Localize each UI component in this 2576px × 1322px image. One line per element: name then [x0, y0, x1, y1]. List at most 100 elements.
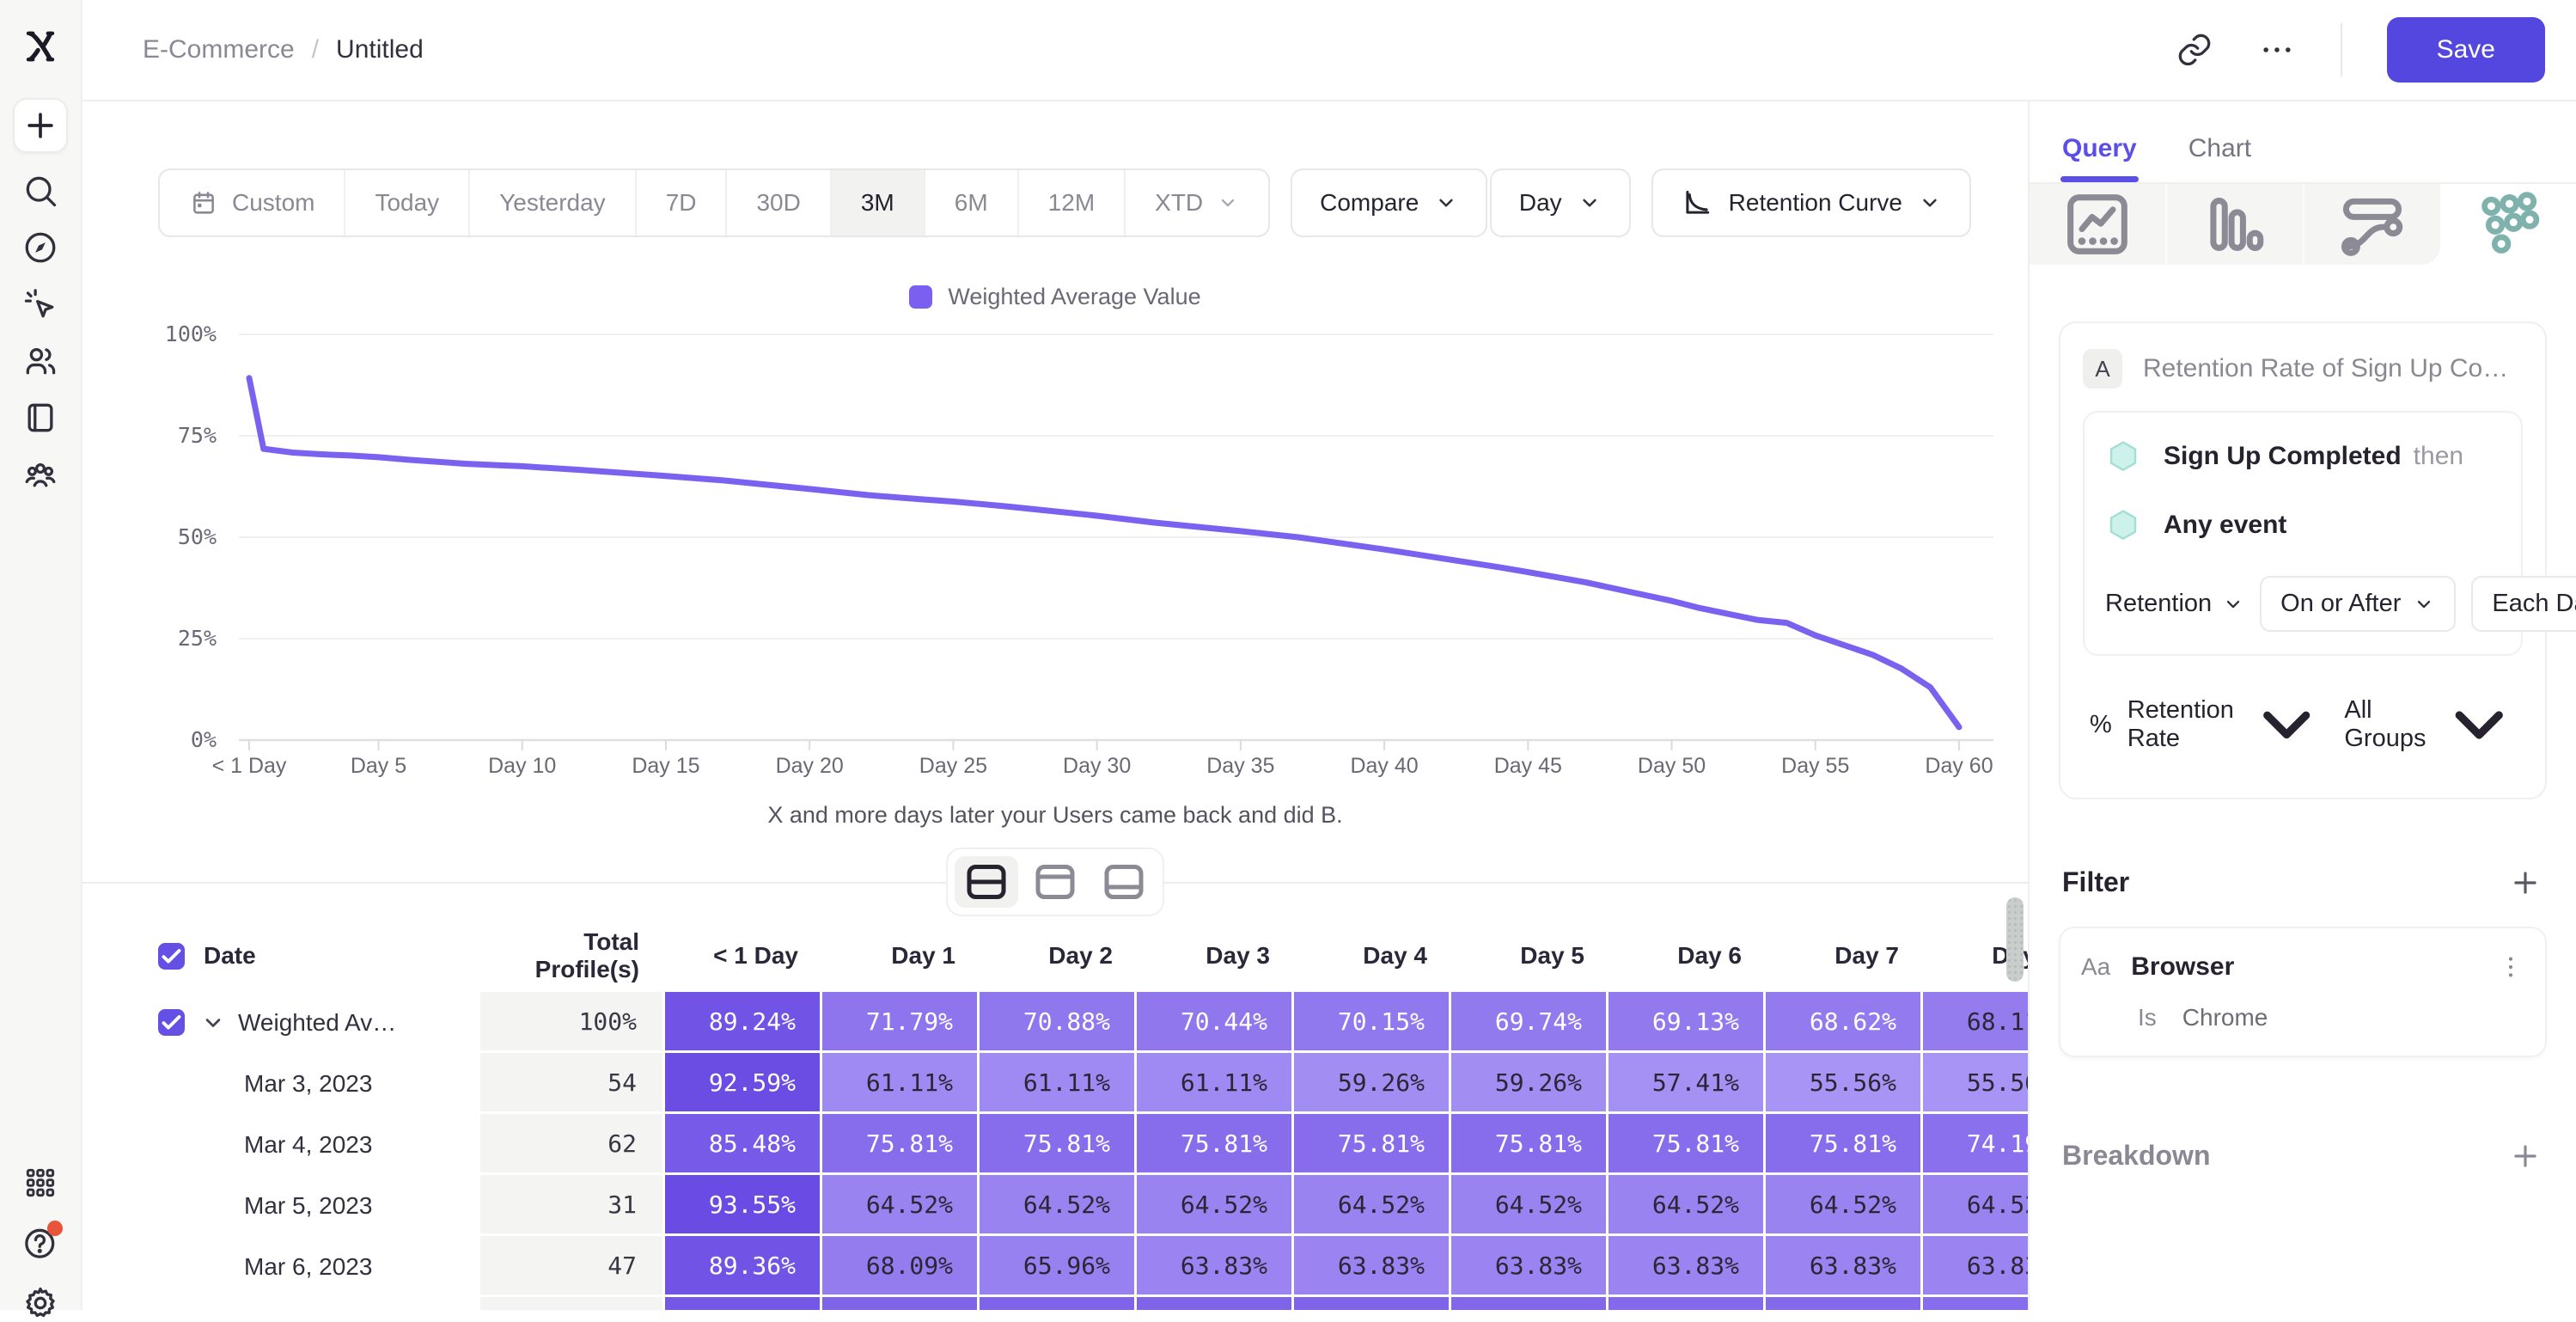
app-logo-icon — [20, 26, 61, 70]
chart-type-dropdown[interactable]: Retention Curve — [1651, 168, 1971, 237]
row-checkbox[interactable] — [158, 1009, 185, 1036]
date-row-label: Mar 5, 2023 — [244, 1191, 373, 1219]
retention-mode-dropdown[interactable]: Retention — [2105, 590, 2244, 618]
each-day-dropdown[interactable]: Each Day — [2471, 576, 2576, 632]
groups-dropdown[interactable]: All Groups — [2344, 682, 2523, 768]
retention-cell: 64.52% — [1923, 1175, 2028, 1236]
metric-dropdown[interactable]: Retention Rate — [2127, 682, 2329, 767]
range-yesterday[interactable]: Yesterday — [468, 170, 635, 236]
retention-cell: 89.36% — [665, 1236, 822, 1297]
each-day-label: Each Day — [2492, 590, 2576, 617]
retention-cell: 75.81% — [1294, 1114, 1451, 1175]
chart-caption: X and more days later your Users came ba… — [767, 802, 1343, 828]
retention-mode-label: Retention — [2105, 590, 2213, 617]
search-icon[interactable] — [21, 172, 59, 210]
on-or-after-dropdown[interactable]: On or After — [2260, 576, 2457, 632]
aggregate-row-label: Weighted Average ... — [238, 1008, 401, 1036]
x-tick-label: Day 50 — [1637, 754, 1706, 778]
chart-plot — [232, 322, 1993, 752]
breadcrumb-workspace[interactable]: E-Commerce — [143, 35, 295, 64]
retention-cell: 55.56% — [1766, 1053, 1923, 1114]
add-filter-button[interactable] — [2509, 866, 2542, 899]
help-icon[interactable] — [21, 1221, 63, 1262]
flow-tab-icon[interactable] — [2303, 184, 2440, 265]
breadcrumb: E-Commerce / Untitled — [143, 35, 424, 64]
more-options-icon[interactable] — [2258, 31, 2296, 69]
range-7d[interactable]: 7D — [634, 170, 726, 236]
range-custom[interactable]: Custom — [160, 170, 344, 236]
y-axis-labels: 100% 75% 50% 25% 0% — [139, 321, 232, 752]
retention-cell: 89.24% — [665, 992, 822, 1053]
total-profiles-cell: 47 — [480, 1236, 665, 1297]
filter-operator[interactable]: Is — [2138, 1003, 2157, 1031]
range-xtd[interactable]: XTD — [1124, 170, 1268, 236]
retention-cell: 61.11% — [822, 1053, 980, 1114]
split-view-button[interactable] — [955, 856, 1018, 908]
range-12m[interactable]: 12M — [1016, 170, 1124, 236]
retention-cell: 64.52% — [822, 1175, 980, 1236]
retention-cell: 80.65% — [1137, 1297, 1294, 1310]
range-label: XTD — [1155, 189, 1204, 216]
retention-cell: 70.44% — [1137, 992, 1294, 1053]
chart-legend[interactable]: Weighted Average Value — [82, 284, 2028, 310]
audience-icon[interactable] — [21, 456, 59, 493]
add-breakdown-button[interactable] — [2509, 1140, 2542, 1172]
users-icon[interactable] — [21, 342, 59, 380]
chevron-down-icon — [1578, 191, 1602, 215]
filter-property-name: Browser — [2131, 952, 2235, 981]
y-tick-label: 50% — [177, 524, 217, 549]
tab-chart[interactable]: Chart — [2188, 134, 2252, 162]
table-view-button[interactable] — [1092, 856, 1156, 908]
retention-cell: 80.65% — [1294, 1297, 1451, 1310]
retention-tab-icon[interactable] — [2440, 184, 2576, 265]
event-row-a[interactable]: Sign Up Completed then — [2105, 438, 2500, 474]
x-tick-label: Day 20 — [775, 754, 844, 778]
table-scrollbar-thumb[interactable] — [2006, 897, 2024, 982]
expand-row-icon[interactable] — [200, 1010, 226, 1036]
event-then-label: then — [2413, 442, 2464, 470]
granularity-label: Day — [1518, 189, 1562, 216]
filter-condition-row: Is Chrome — [2081, 1004, 2524, 1031]
library-icon[interactable] — [21, 399, 59, 437]
row-checkbox[interactable] — [158, 942, 185, 970]
day-column-header: Day 4 — [1363, 942, 1427, 969]
legend-swatch — [909, 285, 933, 309]
table-row: Mar 3, 2023 54 92.59% 61.11% 61.11% 61.11% 59.… — [158, 1053, 2028, 1114]
retention-cell: 57.41% — [1608, 1053, 1766, 1114]
date-row-label: Mar 3, 2023 — [244, 1069, 373, 1097]
events-cursor-icon[interactable] — [21, 285, 59, 323]
line-chart-tab-icon[interactable] — [2030, 184, 2165, 265]
chart-view-button[interactable] — [1023, 856, 1087, 908]
copy-link-icon[interactable] — [2176, 31, 2213, 69]
breakdown-section-header: Breakdown — [2062, 1140, 2542, 1172]
filter-kebab-menu-icon[interactable] — [2497, 953, 2524, 981]
help-notification-badge — [47, 1221, 63, 1236]
event-row-b[interactable]: Any event — [2105, 507, 2500, 543]
granularity-dropdown[interactable]: Day — [1489, 168, 1631, 237]
save-button[interactable]: Save — [2386, 17, 2545, 83]
view-toggle-group — [946, 848, 1164, 916]
filter-value[interactable]: Chrome — [2182, 1003, 2268, 1031]
query-title-row[interactable]: A Retention Rate of Sign Up Compl... — [2083, 349, 2523, 389]
bar-chart-tab-icon[interactable] — [2165, 184, 2303, 265]
x-tick-label: Day 40 — [1350, 754, 1419, 778]
range-6m[interactable]: 6M — [923, 170, 1017, 236]
range-today[interactable]: Today — [344, 170, 468, 236]
create-new-button[interactable] — [13, 98, 68, 153]
range-3m[interactable]: 3M — [829, 170, 924, 236]
apps-grid-icon[interactable] — [21, 1164, 59, 1202]
settings-gear-icon[interactable] — [21, 1284, 59, 1322]
tab-query[interactable]: Query — [2060, 134, 2139, 182]
range-30d[interactable]: 30D — [725, 170, 829, 236]
compare-button[interactable]: Compare — [1291, 168, 1488, 237]
filter-card[interactable]: Aa Browser Is Chrome — [2059, 926, 2547, 1057]
breadcrumb-report-title[interactable]: Untitled — [336, 35, 424, 64]
x-tick-label: Day 45 — [1493, 754, 1562, 778]
retention-cell: 64.52% — [1294, 1175, 1451, 1236]
x-tick-label: Day 10 — [488, 754, 557, 778]
table-row: Mar 4, 2023 62 85.48% 75.81% 75.81% 75.81% 75.… — [158, 1114, 2028, 1175]
event-hexagon-icon — [2105, 438, 2141, 474]
compass-icon[interactable] — [21, 229, 59, 266]
header-divider — [2340, 23, 2342, 77]
retention-cell: 63.83% — [1451, 1236, 1608, 1297]
